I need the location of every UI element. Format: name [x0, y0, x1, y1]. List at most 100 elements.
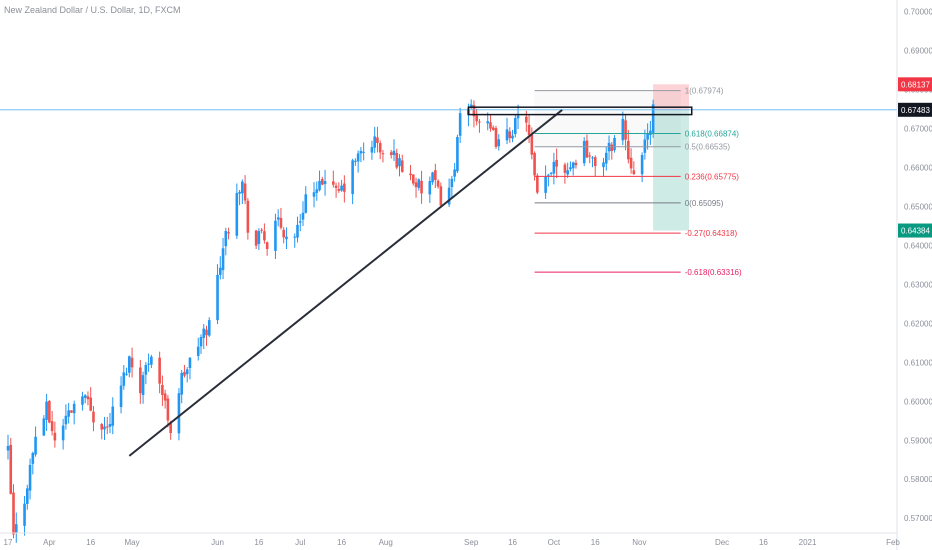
fib-zone-background: [534, 90, 681, 147]
candle-body: [14, 524, 18, 533]
candle-body: [436, 180, 440, 187]
candle-body: [312, 192, 316, 197]
candle-body: [103, 426, 106, 430]
candle-body: [108, 423, 112, 427]
candle-body: [533, 153, 536, 176]
candle-body: [563, 164, 567, 173]
candle-body: [602, 162, 605, 168]
candle-body: [411, 174, 415, 184]
candle-body: [574, 162, 578, 166]
candle-body: [70, 410, 73, 413]
x-tick-label: 17: [4, 538, 13, 547]
y-tick-label: 0.63000: [904, 280, 932, 289]
candle-body: [293, 236, 297, 238]
candle-body: [420, 180, 423, 194]
candle-body: [544, 176, 547, 193]
candle-body: [89, 397, 93, 411]
candle-body: [64, 415, 68, 425]
candle-body: [125, 373, 128, 375]
candle-body: [351, 160, 354, 195]
x-tick-label: 16: [759, 538, 768, 547]
candle-body: [163, 393, 167, 401]
candle-body: [304, 194, 308, 213]
candle-body: [42, 418, 46, 436]
candle-body: [53, 432, 57, 441]
candle-body: [105, 426, 109, 428]
fib-level-label: 0.5(0.66535): [685, 143, 731, 152]
candle-body: [621, 118, 625, 141]
x-axis: 17 Apr 16 May Jun 16 Jul 16 Aug Sep 16 Oct 16 Nov Dec 1…: [4, 538, 901, 547]
candle-body: [370, 147, 374, 153]
x-tick-label: 16: [86, 538, 95, 547]
candle-body: [585, 140, 589, 158]
candle-body: [398, 158, 401, 167]
y-tick-label: 0.67000: [904, 125, 932, 134]
x-tick-label: Feb: [886, 538, 900, 547]
candle-body: [478, 121, 481, 123]
candle-body: [67, 410, 70, 417]
x-tick-label: 16: [254, 538, 263, 547]
fib-level-label: 0.618(0.66874): [685, 130, 740, 139]
candle-body: [9, 444, 13, 494]
candle-body: [604, 152, 608, 164]
candle-body: [139, 367, 142, 394]
candle-body: [356, 153, 360, 162]
x-tick-label: Jul: [295, 538, 305, 547]
candle-body: [265, 242, 269, 250]
candle-body: [235, 193, 239, 236]
candle-body: [315, 189, 319, 193]
candle-body: [613, 137, 616, 151]
candle-body: [246, 200, 250, 233]
candle-body: [166, 398, 170, 421]
stop-loss-zone[interactable]: [653, 84, 689, 110]
fib-level-label: -0.27(0.64318): [685, 229, 738, 238]
candle-body: [508, 131, 512, 139]
candle-body: [640, 155, 644, 175]
y-tick-label: 0.69000: [904, 47, 932, 56]
candle-body: [458, 113, 462, 136]
candle-body: [566, 170, 569, 175]
candle-body: [491, 127, 495, 130]
candle-body: [450, 178, 454, 188]
candle-body: [296, 224, 299, 238]
price-tag-label: 0.68137: [901, 80, 930, 89]
candle-body: [227, 232, 230, 234]
resistance-box[interactable]: [467, 106, 693, 116]
x-tick-label: Dec: [715, 538, 729, 547]
candle-body: [332, 181, 335, 185]
fib-level-label: 1(0.67974): [685, 87, 724, 96]
candle-body: [50, 421, 54, 432]
candle-body: [285, 236, 288, 240]
candle-body: [400, 160, 404, 172]
candle-body: [207, 320, 211, 336]
candle-body: [301, 212, 305, 220]
take-profit-zone[interactable]: [653, 109, 689, 231]
candle-body: [6, 445, 10, 451]
candle-body: [475, 115, 478, 122]
candle-body: [643, 139, 647, 153]
candle-body: [260, 229, 263, 231]
candle-body: [571, 162, 575, 169]
candle-body: [378, 143, 382, 153]
fib-level-label: 0.236(0.65775): [685, 172, 740, 181]
candle-body: [274, 220, 277, 251]
candle-body: [439, 186, 443, 206]
candle-body: [354, 160, 357, 162]
candle-body: [417, 179, 421, 188]
candle-body: [119, 385, 123, 408]
candle-body: [323, 181, 327, 185]
trend-line[interactable]: [128, 109, 563, 457]
candle-body: [257, 231, 261, 244]
candle-body: [72, 403, 76, 414]
candle-body: [588, 155, 592, 157]
candle-body: [389, 152, 393, 156]
candle-body: [497, 139, 501, 147]
candle-body: [472, 105, 476, 117]
candle-body: [373, 136, 376, 148]
y-tick-label: 0.60000: [904, 397, 932, 406]
candle-body: [100, 424, 104, 430]
annotation-zones: [534, 84, 689, 231]
candle-body: [549, 172, 553, 174]
candle-body: [624, 120, 627, 140]
